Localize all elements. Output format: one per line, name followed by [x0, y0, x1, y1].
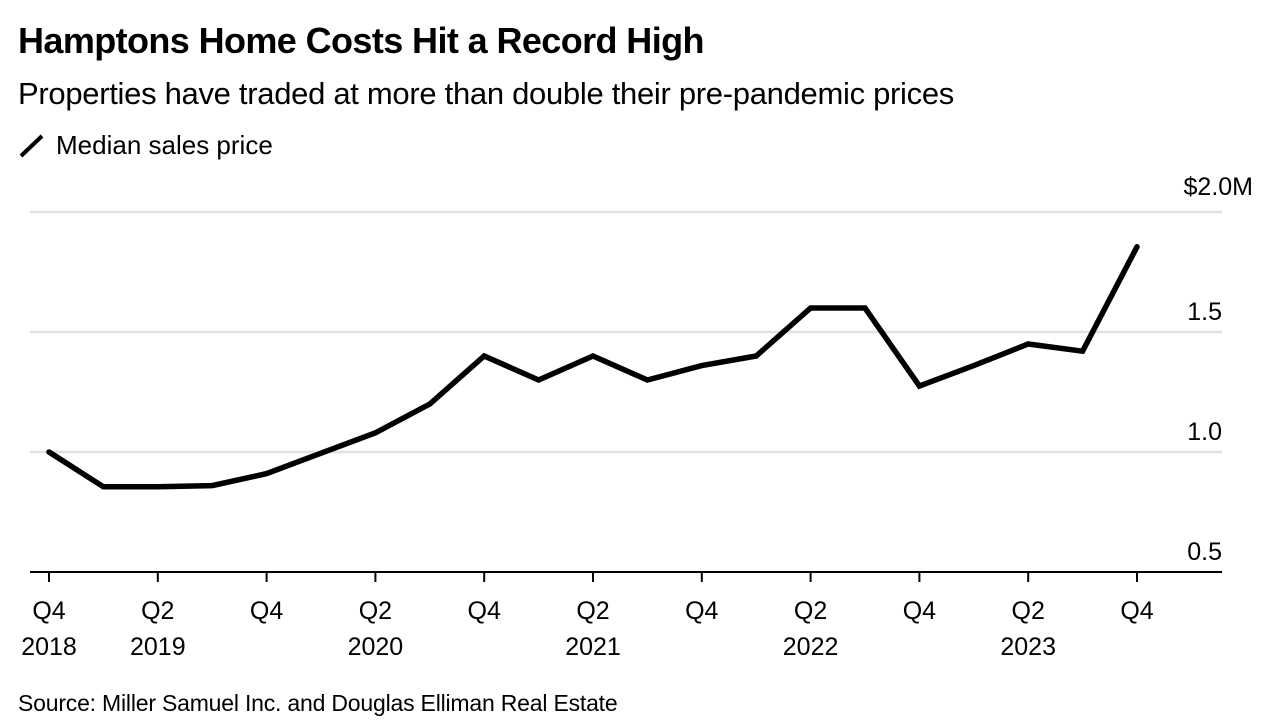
data-point [808, 305, 814, 311]
x-tick-label-quarter: Q4 [250, 597, 283, 625]
x-tick-label-quarter: Q2 [359, 597, 392, 625]
chart-subtitle: Properties have traded at more than doub… [18, 76, 954, 111]
y-axis-labels: $2.0M 1.5 1.0 0.5 [1184, 173, 1253, 566]
data-point [46, 449, 52, 455]
x-tick-label-year: 2020 [348, 633, 404, 661]
x-tick-label-quarter: Q2 [141, 597, 174, 625]
x-tick-label-quarter: Q4 [685, 597, 718, 625]
y-tick-label: 1.5 [1187, 298, 1222, 326]
data-point [1134, 244, 1140, 250]
x-tick-label-quarter: Q4 [32, 597, 65, 625]
legend: Median sales price [18, 130, 273, 161]
data-point [209, 483, 215, 489]
x-tick-label-quarter: Q2 [1012, 597, 1045, 625]
x-tick-label-quarter: Q4 [468, 597, 501, 625]
y-tick-label: $2.0M [1184, 173, 1253, 201]
x-tick-label-year: 2018 [21, 633, 77, 661]
series-layer [46, 244, 1140, 490]
data-point [100, 484, 106, 490]
legend-label: Median sales price [56, 130, 273, 160]
data-point [971, 363, 977, 369]
data-point [753, 353, 759, 359]
x-tick-label-quarter: Q4 [1120, 597, 1153, 625]
x-tick-label-year: 2019 [130, 633, 186, 661]
x-axis-labels: Q4 2018 Q2 2019 Q4 Q2 2020 Q4 Q2 2021 Q4 Q2 2022 Q4 Q2… [21, 597, 1154, 661]
data-point [264, 471, 270, 477]
data-point [699, 363, 705, 369]
data-point [916, 383, 922, 389]
data-point [1080, 348, 1086, 354]
series-line-median-sales-price [46, 244, 1140, 490]
data-point [481, 353, 487, 359]
data-point [590, 353, 596, 359]
x-tick-label-year: 2023 [1000, 633, 1056, 661]
x-tick-label-quarter: Q2 [794, 597, 827, 625]
line-swatch-icon [18, 133, 46, 159]
data-point [644, 377, 650, 383]
source-note: Source: Miller Samuel Inc. and Douglas E… [18, 690, 618, 716]
y-tick-label: 1.0 [1187, 418, 1222, 446]
x-tick-label-year: 2021 [565, 633, 621, 661]
gridlines [30, 210, 1222, 454]
data-point [372, 430, 378, 436]
x-axis [30, 571, 1222, 582]
data-point [427, 401, 433, 407]
data-point [862, 305, 868, 311]
x-tick-label-quarter: Q4 [903, 597, 936, 625]
x-tick-label-year: 2022 [783, 633, 839, 661]
data-point [318, 450, 324, 456]
chart-title: Hamptons Home Costs Hit a Record High [18, 20, 704, 61]
data-point [1025, 341, 1031, 347]
y-tick-label: 0.5 [1187, 538, 1222, 566]
data-point [155, 484, 161, 490]
data-point [536, 377, 542, 383]
x-tick-label-quarter: Q2 [576, 597, 609, 625]
